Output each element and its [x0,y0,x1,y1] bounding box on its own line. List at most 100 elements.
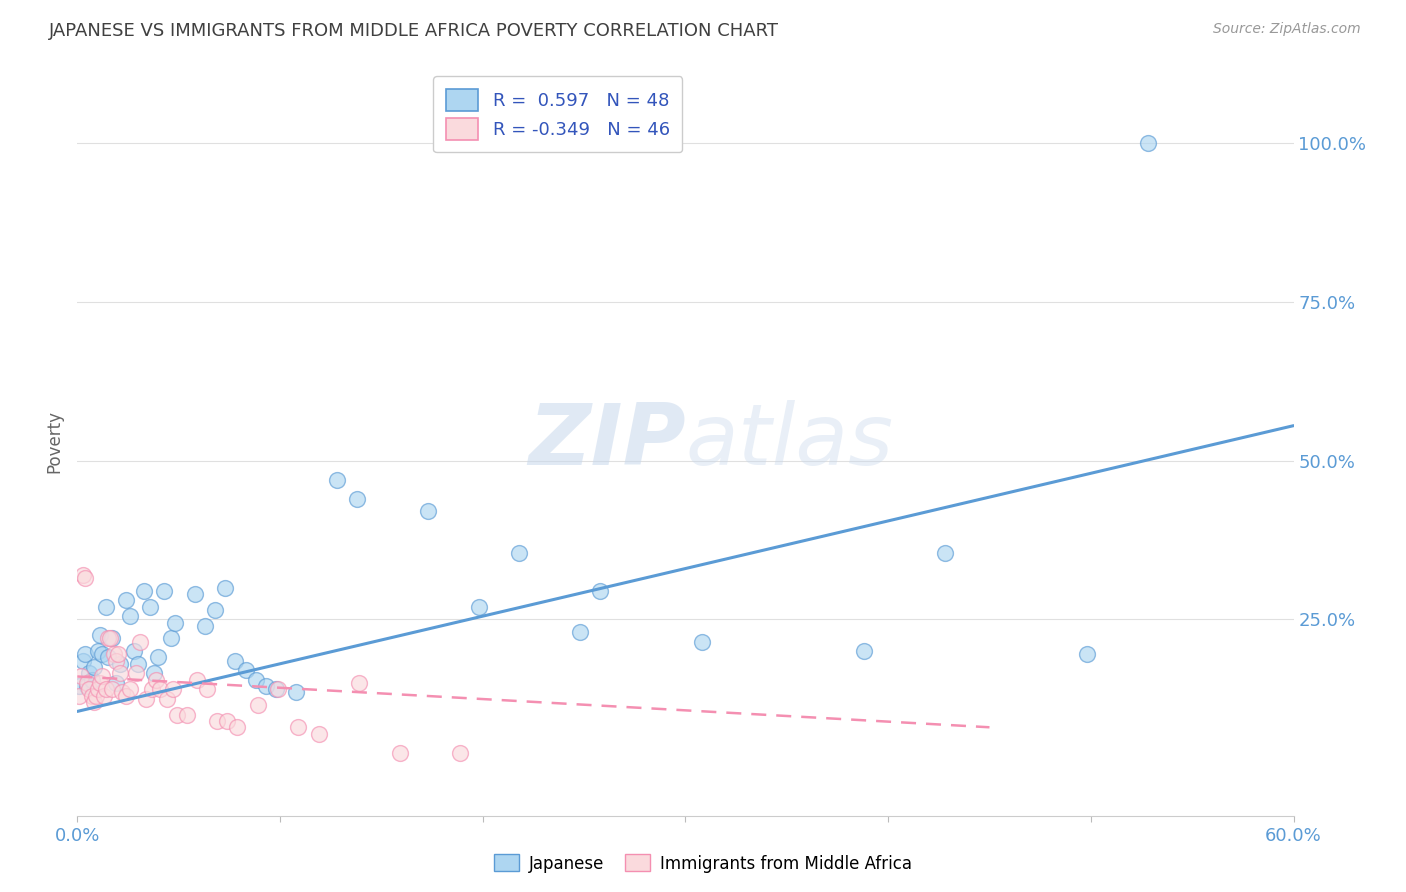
Point [98,632,121,646]
Point [70,669,93,683]
Point [125,666,148,681]
Point [143,666,166,681]
Point [127,657,149,671]
Point [267,682,290,697]
Text: Source: ZipAtlas.com: Source: ZipAtlas.com [1213,22,1361,37]
Point [75,647,97,661]
Point [449,746,471,760]
Point [1136,136,1159,150]
Point [254,679,277,693]
Text: JAPANESE VS IMMIGRANTS FROM MIDDLE AFRICA POVERTY CORRELATION CHART: JAPANESE VS IMMIGRANTS FROM MIDDLE AFRIC… [49,22,779,40]
Point [287,720,309,734]
Point [217,714,239,728]
Point [80,689,103,703]
Point [80,673,103,687]
Point [246,698,269,712]
Point [86,644,108,658]
Point [101,682,124,697]
Point [83,660,105,674]
Point [589,583,612,598]
Point [176,707,198,722]
Point [569,625,592,640]
Point [194,618,217,632]
Text: ZIP: ZIP [527,400,686,483]
Point [153,583,176,598]
Point [141,682,163,697]
Point [195,682,218,697]
Legend: R =  0.597   N = 48, R = -0.349   N = 46: R = 0.597 N = 48, R = -0.349 N = 46 [433,76,682,153]
Point [690,634,713,648]
Point [166,707,188,722]
Point [162,682,184,697]
Point [245,673,267,687]
Point [76,676,98,690]
Point [129,634,152,648]
Point [67,679,90,693]
Point [115,593,138,607]
Text: atlas: atlas [686,400,893,483]
Point [118,609,141,624]
Point [122,644,145,658]
Point [224,654,246,668]
Point [134,583,156,598]
Point [346,491,368,506]
Point [416,504,439,518]
Point [104,676,127,690]
Y-axis label: Poverty: Poverty [45,410,63,473]
Point [75,571,97,585]
Legend: Japanese, Immigrants from Middle Africa: Japanese, Immigrants from Middle Africa [488,847,918,880]
Point [508,546,530,560]
Point [934,546,956,560]
Point [94,599,117,614]
Point [79,682,101,697]
Point [163,615,186,630]
Point [285,685,308,699]
Point [1076,647,1098,661]
Point [76,679,98,693]
Point [149,682,172,697]
Point [145,673,167,687]
Point [108,657,131,671]
Point [90,647,112,661]
Point [97,650,120,665]
Point [89,676,111,690]
Point [159,632,181,646]
Point [186,673,208,687]
Point [94,682,117,697]
Point [115,689,138,703]
Point [467,599,489,614]
Point [155,691,177,706]
Point [204,603,226,617]
Point [89,628,111,642]
Point [111,685,134,699]
Point [264,682,287,697]
Point [347,676,370,690]
Point [184,587,207,601]
Point [90,669,112,683]
Point [93,689,115,703]
Point [235,663,257,677]
Point [205,714,228,728]
Point [79,666,101,681]
Point [97,632,120,646]
Point [107,647,129,661]
Point [86,682,108,697]
Point [226,720,249,734]
Point [308,726,330,740]
Point [214,581,236,595]
Point [103,647,125,661]
Point [148,650,170,665]
Point [135,691,157,706]
Point [852,644,875,658]
Point [108,666,131,681]
Point [104,654,127,668]
Point [326,473,349,487]
Point [388,746,411,760]
Point [72,567,94,582]
Point [118,682,141,697]
Point [84,689,107,703]
Point [72,654,94,668]
Point [139,599,162,614]
Point [67,689,90,703]
Point [101,632,124,646]
